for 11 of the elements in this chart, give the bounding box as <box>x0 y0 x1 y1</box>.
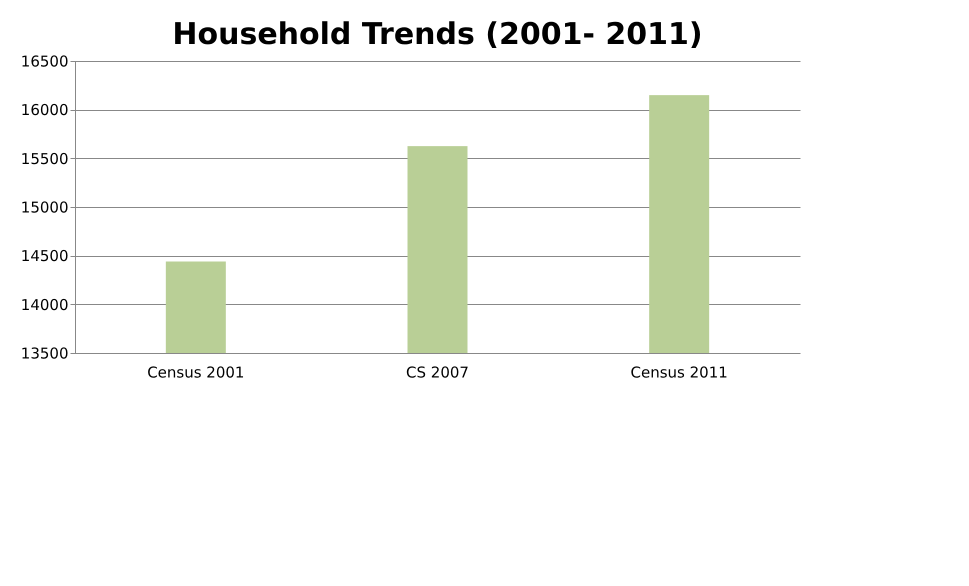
x-tick-label: CS 2007 <box>406 364 469 382</box>
x-tick-label: Census 2001 <box>147 364 244 382</box>
y-tick-label: 14000 <box>20 296 68 314</box>
y-tick-label: 15000 <box>20 198 68 216</box>
y-tick-label: 16000 <box>20 101 68 120</box>
y-tick-label: 13500 <box>20 344 68 362</box>
chart-title: Household Trends (2001- 2011) <box>172 17 703 52</box>
y-tick-label: 15500 <box>20 150 68 168</box>
y-tick-label: 14500 <box>20 247 68 266</box>
x-tick-label: Census 2011 <box>630 364 728 382</box>
y-tick-label: 16500 <box>20 52 68 70</box>
